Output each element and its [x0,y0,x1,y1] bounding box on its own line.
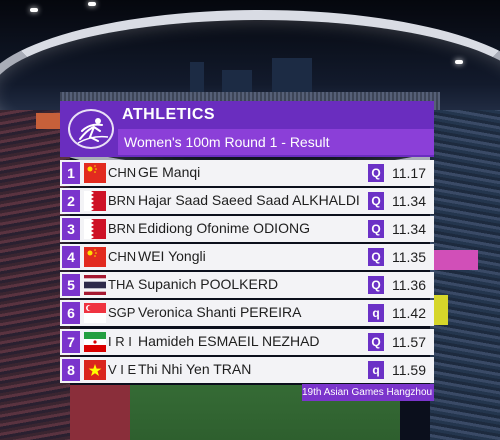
stadium-light [455,60,463,64]
result-time: 11.59 [392,361,426,378]
games-branding: 19th Asian Games Hangzhou [302,384,434,401]
result-row: 6 SGP Veronica Shanti PEREIRA q 11.42 [60,300,434,327]
iran-flag-icon [84,331,106,352]
athletics-pictogram-icon [68,109,114,149]
result-row: 3 BRN Edidiong Ofonime ODIONG Q 11.34 [60,216,434,243]
event-title: Women's 100m Round 1 - Result [124,134,330,150]
result-row: 2 BRN Hajar Saad Saeed Saad ALKHALDI Q 1… [60,188,434,215]
country-code: V I E [108,361,137,377]
rank: 1 [62,162,80,184]
vietnam-flag-icon [84,359,106,380]
athlete-name: Edidiong Ofonime ODIONG [138,220,310,237]
sport-title: ATHLETICS [122,106,216,123]
qualification-badge: q [368,304,384,323]
qualification-badge: Q [368,248,384,267]
result-time: 11.57 [392,333,426,350]
thailand-flag-icon [84,275,106,296]
rank: 3 [62,218,80,241]
athlete-name: Hamideh ESMAEIL NEZHAD [138,332,320,349]
athlete-name: WEI Yongli [138,248,206,265]
advertising-board [433,250,478,270]
bahrain-flag-icon [84,191,106,212]
event-title-bar: Women's 100m Round 1 - Result [118,129,434,155]
country-code: CHN [108,249,137,265]
rank: 2 [62,190,80,213]
country-code: THA [108,277,134,293]
results-graphic: ATHLETICS Women's 100m Round 1 - Result … [60,101,434,401]
athlete-name: Hajar Saad Saeed Saad ALKHALDI [138,192,360,209]
athlete-name: Supanich POOLKERD [138,276,279,293]
qualification-badge: Q [368,164,384,182]
qualification-badge: Q [368,276,384,295]
stadium-light [30,8,38,12]
bahrain-flag-icon [84,219,106,240]
qualification-badge: q [368,360,384,379]
country-code: BRN [108,221,136,237]
country-code: SGP [108,305,136,321]
athlete-name: GE Manqi [138,164,201,180]
country-code: BRN [108,193,136,209]
country-code: I R I [108,333,132,349]
advertising-board [434,295,448,325]
result-row: 1 CHN GE Manqi Q 11.17 [60,160,434,186]
result-time: 11.17 [392,165,426,181]
qualification-badge: Q [368,192,384,211]
stands-left [0,110,70,440]
rank: 6 [62,302,80,325]
stands-right [430,110,500,440]
rank: 8 [62,358,80,381]
singapore-flag-icon [84,303,106,324]
rank: 7 [62,330,80,353]
result-row: 8 V I E Thi Nhi Yen TRAN q 11.59 [60,356,434,383]
result-row: 7 I R I Hamideh ESMAEIL NEZHAD Q 11.57 [60,328,434,355]
result-time: 11.36 [392,277,426,294]
results-list: 1 CHN GE Manqi Q 11.17 2 BRN Hajar Saad … [60,160,434,385]
rank: 5 [62,274,80,297]
stadium-screen [36,113,60,129]
result-time: 11.34 [392,221,426,238]
qualification-badge: Q [368,220,384,239]
country-code: CHN [108,165,137,180]
result-row: 4 CHN WEI Yongli Q 11.35 [60,244,434,271]
athlete-name: Thi Nhi Yen TRAN [138,360,252,377]
results-header: ATHLETICS Women's 100m Round 1 - Result [60,101,434,157]
result-time: 11.35 [392,249,426,266]
result-row: 5 THA Supanich POOLKERD Q 11.36 [60,272,434,299]
stadium-light [88,2,96,6]
qualification-badge: Q [368,332,384,351]
athlete-name: Veronica Shanti PEREIRA [138,304,302,321]
china-flag-icon [84,163,106,183]
rank: 4 [62,246,80,269]
result-time: 11.34 [392,193,426,210]
result-time: 11.42 [392,305,426,322]
china-flag-icon [84,247,106,268]
